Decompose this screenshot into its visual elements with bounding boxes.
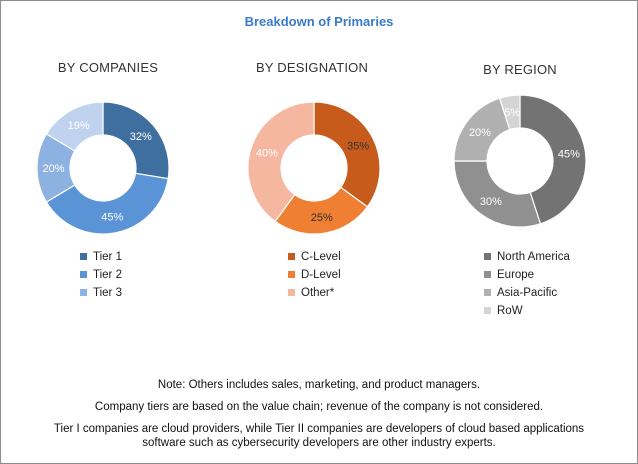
slice-value-label: 45% <box>101 212 123 224</box>
chart-title-designation: BY DESIGNATION <box>255 60 369 75</box>
donut-slice <box>274 186 369 235</box>
legend-label: Tier 3 <box>93 287 122 299</box>
legend-swatch <box>484 271 491 278</box>
legend-item-other: Other* <box>288 284 341 302</box>
donut-slice <box>45 101 104 152</box>
main-title: Breakdown of Primaries <box>244 14 394 29</box>
slice-value-label: 35% <box>347 141 369 153</box>
donut-slice <box>313 101 381 208</box>
legend-swatch <box>288 271 295 278</box>
slice-value-label: 30% <box>480 196 502 208</box>
legend-region: North America Europe Asia-Pacific RoW <box>484 248 570 320</box>
legend-item-europe: Europe <box>484 266 570 284</box>
legend-item-d-level: D-Level <box>288 266 341 284</box>
donut-slice <box>247 101 315 223</box>
slice-value-label: 20% <box>42 163 64 175</box>
note-tiers: Company tiers are based on the value cha… <box>94 401 544 413</box>
legend-item-asia-pacific: Asia-Pacific <box>484 284 570 302</box>
legend-item-c-level: C-Level <box>288 248 341 266</box>
legend-label: Tier 1 <box>93 251 122 263</box>
slice-value-label: 5% <box>504 107 520 119</box>
legend-item-tier-3: Tier 3 <box>80 284 122 302</box>
chart-title-region: BY REGION <box>483 62 557 77</box>
legend-swatch <box>80 289 87 296</box>
legend-item-north-america: North America <box>484 248 570 266</box>
legend-swatch <box>288 289 295 296</box>
note-others: Note: Others includes sales, marketing, … <box>157 379 481 391</box>
legend-swatch <box>288 253 295 260</box>
donut-slice <box>498 94 521 131</box>
legend-label: C-Level <box>301 251 341 263</box>
donut-slice <box>519 94 587 225</box>
legend-label: RoW <box>497 305 523 317</box>
legend-label: D-Level <box>301 269 341 281</box>
legend-label: Tier 2 <box>93 269 122 281</box>
legend-label: Europe <box>497 269 535 281</box>
donut-slice <box>45 172 169 235</box>
slice-value-label: 20% <box>469 127 491 139</box>
legend-item-tier-2: Tier 2 <box>80 266 122 284</box>
footnotes: Note: Others includes sales, marketing, … <box>1 378 637 450</box>
chart-title-companies: BY COMPANIES <box>57 60 159 75</box>
legend-designation: C-Level D-Level Other* <box>288 248 341 302</box>
legend-label: Other* <box>301 287 335 299</box>
legend-swatch <box>80 253 87 260</box>
legend-item-tier-1: Tier 1 <box>80 248 122 266</box>
legend-item-row: RoW <box>484 302 570 320</box>
note-tier-definitions: Tier I companies are cloud providers, wh… <box>1 422 637 450</box>
legend-companies: Tier 1 Tier 2 Tier 3 <box>80 248 122 302</box>
legend-label: Asia-Pacific <box>497 287 558 299</box>
note-tier-definitions-line-1: Tier I companies are cloud providers, wh… <box>53 423 585 435</box>
legend-swatch <box>484 289 491 296</box>
slice-value-label: 19% <box>68 120 90 132</box>
donut-slice <box>453 160 542 228</box>
donut-slice <box>102 101 170 180</box>
slice-value-label: 25% <box>311 212 333 224</box>
slice-value-label: 45% <box>558 148 580 160</box>
legend-swatch <box>484 253 491 260</box>
slice-value-label: 32% <box>130 131 152 143</box>
note-tier-definitions-line-2: software such as cybersecurity developer… <box>142 437 496 449</box>
legend-swatch <box>80 271 87 278</box>
slice-value-label: 40% <box>256 148 278 160</box>
legend-swatch <box>484 307 491 314</box>
legend-label: North America <box>497 251 570 263</box>
